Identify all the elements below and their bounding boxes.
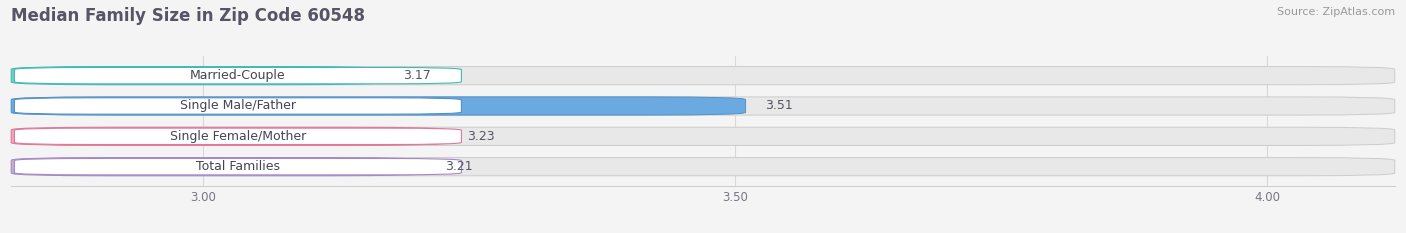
FancyBboxPatch shape (11, 67, 1395, 85)
FancyBboxPatch shape (11, 67, 384, 85)
FancyBboxPatch shape (11, 158, 426, 176)
FancyBboxPatch shape (14, 158, 461, 175)
Text: Source: ZipAtlas.com: Source: ZipAtlas.com (1277, 7, 1395, 17)
Text: Total Families: Total Families (195, 160, 280, 173)
FancyBboxPatch shape (14, 98, 461, 114)
Text: 3.21: 3.21 (446, 160, 472, 173)
Text: 3.23: 3.23 (467, 130, 495, 143)
Text: 3.51: 3.51 (765, 99, 793, 113)
FancyBboxPatch shape (11, 127, 1395, 145)
FancyBboxPatch shape (14, 128, 461, 144)
FancyBboxPatch shape (11, 97, 745, 115)
FancyBboxPatch shape (11, 127, 447, 145)
FancyBboxPatch shape (14, 67, 461, 84)
Text: Married-Couple: Married-Couple (190, 69, 285, 82)
Text: Single Male/Father: Single Male/Father (180, 99, 295, 113)
Text: 3.17: 3.17 (404, 69, 430, 82)
FancyBboxPatch shape (11, 97, 1395, 115)
Text: Single Female/Mother: Single Female/Mother (170, 130, 307, 143)
FancyBboxPatch shape (11, 158, 1395, 176)
Text: Median Family Size in Zip Code 60548: Median Family Size in Zip Code 60548 (11, 7, 366, 25)
